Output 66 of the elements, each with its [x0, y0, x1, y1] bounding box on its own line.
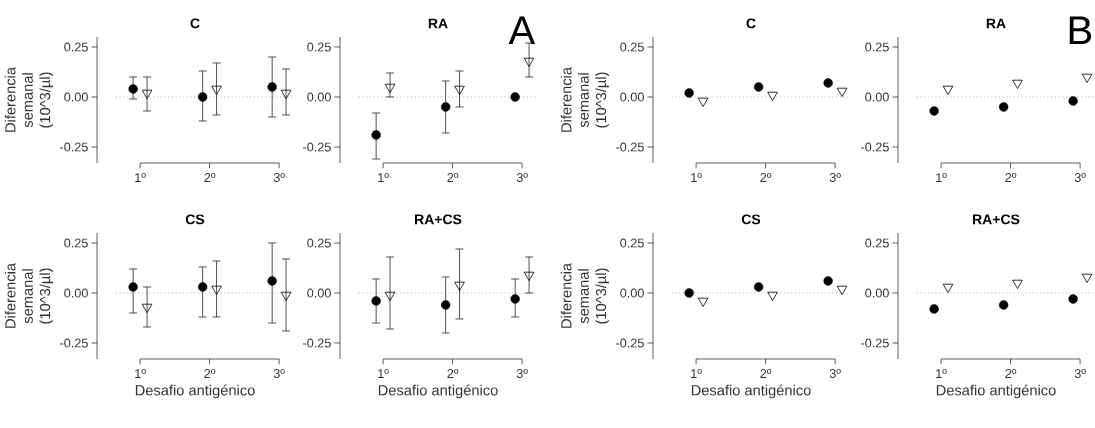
- x-tick-label: 2º: [204, 173, 216, 182]
- y-tick-label: 0.00: [865, 92, 889, 102]
- x-tick-label: 1º: [378, 369, 389, 378]
- x-tick-label: 2º: [447, 173, 459, 182]
- chart-title: C: [746, 18, 756, 29]
- y-tick-label: 0.25: [307, 238, 331, 248]
- x-axis-title: Desafio antigénico: [936, 384, 1056, 399]
- y-tick-label: -0.25: [303, 338, 331, 348]
- x-tick-label: 3º: [1074, 369, 1086, 379]
- y-tick-label: -0.25: [861, 142, 889, 152]
- y-tick-label: -0.25: [303, 142, 331, 152]
- x-tick-label: 2º: [204, 369, 216, 378]
- y-tick-label: -0.25: [60, 142, 88, 152]
- x-tick-label: 2º: [1005, 173, 1017, 182]
- x-axis-title: Desafio antigénico: [135, 384, 255, 399]
- y-tick-label: 0.25: [64, 42, 88, 52]
- y-tick-label: 0.25: [620, 238, 644, 248]
- x-tick-label: 1º: [135, 369, 146, 378]
- x-tick-label: 1º: [135, 173, 146, 182]
- y-tick-label: -0.25: [60, 338, 88, 348]
- x-tick-label: 1º: [936, 173, 947, 182]
- x-tick-label: 3º: [273, 173, 285, 183]
- y-tick-label: 0.00: [865, 288, 889, 298]
- chart-title: CS: [741, 214, 761, 225]
- chart-title: RA: [428, 18, 448, 29]
- x-tick-label: 3º: [516, 173, 528, 183]
- y-tick-label: 0.00: [64, 92, 88, 102]
- y-axis-title: Diferencia semanal (10^3/µl): [4, 67, 54, 132]
- x-tick-label: 2º: [1005, 369, 1017, 378]
- chart-title: RA+CS: [973, 214, 1020, 225]
- annotation: A: [508, 16, 536, 45]
- x-tick-label: 3º: [1074, 173, 1086, 183]
- annotation: B: [1069, 16, 1092, 45]
- x-tick-label: 2º: [447, 369, 459, 378]
- y-tick-label: 0.00: [620, 92, 644, 102]
- chart-title: C: [190, 18, 200, 29]
- x-tick-label: 3º: [273, 369, 285, 379]
- y-tick-label: 0.00: [307, 92, 331, 102]
- y-tick-label: 0.25: [307, 42, 331, 52]
- y-tick-label: 0.25: [865, 42, 889, 52]
- x-tick-label: 1º: [378, 173, 389, 182]
- y-axis-title: Diferencia semanal (10^3/µl): [560, 67, 610, 132]
- y-tick-label: -0.25: [616, 142, 644, 152]
- x-tick-label: 3º: [516, 369, 528, 379]
- chart-title: RA: [986, 18, 1006, 29]
- x-tick-label: 2º: [760, 369, 772, 378]
- x-tick-label: 1º: [691, 369, 702, 378]
- x-tick-label: 1º: [936, 369, 947, 378]
- x-tick-label: 3º: [829, 369, 841, 379]
- y-tick-label: 0.00: [307, 288, 331, 298]
- y-tick-label: 0.25: [64, 238, 88, 248]
- x-axis-title: Desafio antigénico: [691, 384, 811, 399]
- y-tick-label: 0.00: [620, 288, 644, 298]
- chart-title: RA+CS: [415, 214, 462, 225]
- x-tick-label: 1º: [691, 173, 702, 182]
- x-tick-label: 2º: [760, 173, 772, 182]
- y-tick-label: -0.25: [616, 338, 644, 348]
- y-tick-label: 0.25: [865, 238, 889, 248]
- y-tick-label: 0.00: [64, 288, 88, 298]
- y-tick-label: -0.25: [861, 338, 889, 348]
- x-axis-title: Desafio antigénico: [378, 384, 498, 399]
- x-tick-label: 3º: [829, 173, 841, 183]
- y-tick-label: 0.25: [620, 42, 644, 52]
- y-axis-title: Diferencia semanal (10^3/µl): [560, 262, 610, 328]
- chart-title: CS: [185, 214, 205, 225]
- y-axis-title: Diferencia semanal (10^3/µl): [4, 262, 54, 328]
